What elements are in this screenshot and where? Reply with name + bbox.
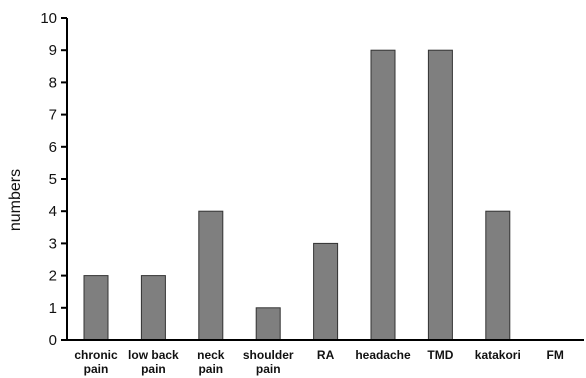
bar <box>313 242 339 341</box>
bar <box>485 210 511 341</box>
y-tick-label: 2 <box>49 268 57 285</box>
x-axis-labels: chronic pain low back pain neck pain shoulder p… <box>74 348 564 376</box>
y-axis-ticks: 0 1 2 3 4 5 6 7 8 9 10 <box>40 10 67 349</box>
x-category-label: katakori <box>475 348 521 362</box>
y-tick-label: 6 <box>49 139 57 156</box>
y-tick-label: 10 <box>40 10 57 27</box>
bar <box>140 275 166 341</box>
x-category-label: headache <box>355 348 411 362</box>
y-tick-label: 1 <box>49 300 57 317</box>
y-tick-label: 7 <box>49 107 57 124</box>
y-axis-title: numbers <box>7 169 24 231</box>
x-category-label: FM <box>547 348 564 362</box>
x-category-label: chronic pain <box>74 348 118 376</box>
x-category-label: shoulder pain <box>243 348 294 376</box>
y-tick-label: 9 <box>49 42 57 59</box>
y-tick-label: 4 <box>49 203 57 220</box>
x-category-label: low back pain <box>128 348 179 376</box>
bar <box>255 307 281 341</box>
bars <box>83 49 511 341</box>
y-tick-label: 0 <box>49 332 57 349</box>
bar <box>198 210 224 341</box>
y-tick-label: 8 <box>49 74 57 91</box>
bar <box>370 49 396 341</box>
x-category-label: neck pain <box>197 348 225 376</box>
x-category-label: RA <box>317 348 335 362</box>
y-tick-label: 5 <box>49 171 57 188</box>
bar <box>83 275 109 341</box>
y-tick-label: 3 <box>49 235 57 252</box>
x-category-label: TMD <box>427 348 453 362</box>
bar <box>427 49 453 341</box>
